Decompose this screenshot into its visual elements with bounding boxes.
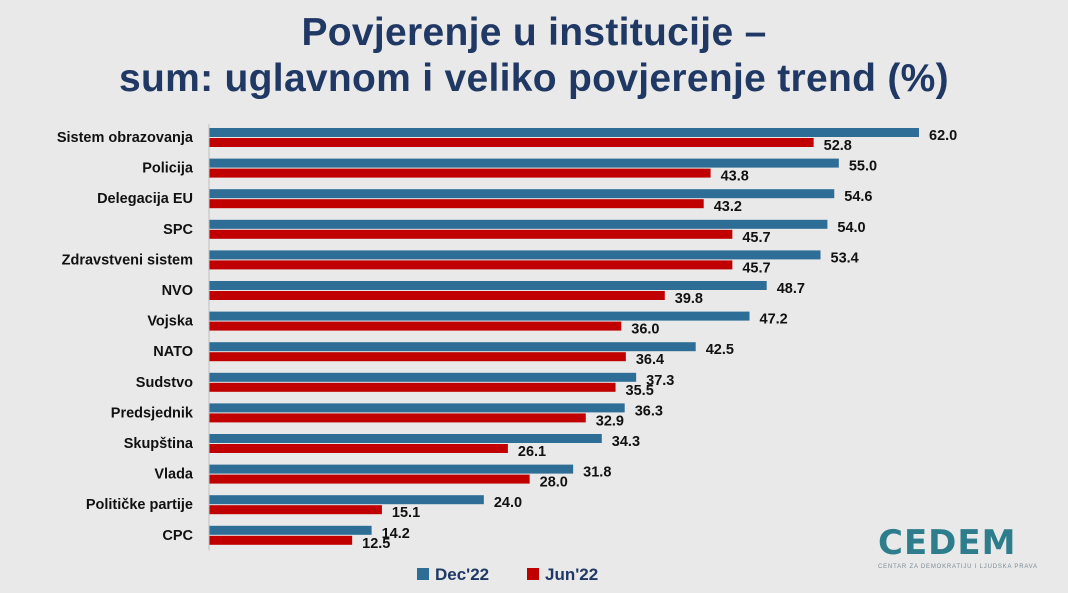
bar-jun22 bbox=[209, 138, 814, 147]
data-label: 47.2 bbox=[760, 312, 788, 328]
title-line-2: sum: uglavnom i veliko povjerenje trend … bbox=[119, 57, 949, 100]
data-label: 37.3 bbox=[646, 373, 674, 389]
data-label: 14.2 bbox=[382, 526, 410, 542]
bar-jun22 bbox=[209, 260, 733, 270]
data-label: 62.0 bbox=[929, 128, 957, 144]
bar-jun22 bbox=[209, 199, 704, 209]
bar-jun22 bbox=[209, 321, 622, 331]
category-label: Vlada bbox=[154, 467, 194, 483]
data-label: 15.1 bbox=[392, 505, 420, 521]
legend-label: Dec'22 bbox=[435, 565, 489, 584]
data-label: 31.8 bbox=[583, 465, 611, 481]
bar-dec22 bbox=[209, 403, 625, 413]
bar-dec22 bbox=[209, 372, 637, 382]
bar-dec22 bbox=[209, 525, 372, 535]
bar-jun22 bbox=[209, 444, 508, 453]
logo-wordmark: CEDEM bbox=[878, 523, 1017, 563]
logo-subtitle: CENTAR ZA DEMOKRATIJU I LJUDSKA PRAVA bbox=[878, 564, 1038, 570]
bar-jun22 bbox=[209, 535, 353, 545]
category-label: SPC bbox=[163, 222, 193, 238]
bar-dec22 bbox=[209, 189, 835, 199]
chart-title: Povjerenje u institucije – sum: uglavnom… bbox=[0, 10, 1068, 102]
cedem-logo: CEDEM CENTAR ZA DEMOKRATIJU I LJUDSKA PR… bbox=[878, 524, 1048, 570]
data-label: 42.5 bbox=[706, 342, 734, 358]
category-label: Političke partije bbox=[86, 497, 193, 513]
data-label: 52.8 bbox=[824, 138, 852, 154]
data-label: 28.0 bbox=[540, 475, 568, 491]
title-line-1: Povjerenje u institucije – bbox=[301, 11, 767, 54]
category-label: Delegacija EU bbox=[97, 191, 193, 207]
bar-jun22 bbox=[209, 168, 711, 178]
category-label: Vojska bbox=[147, 314, 194, 330]
legend-swatch bbox=[527, 568, 539, 580]
bar-dec22 bbox=[209, 342, 696, 352]
bar-dec22 bbox=[209, 158, 839, 168]
bar-dec22 bbox=[209, 311, 750, 321]
category-label: Sudstvo bbox=[136, 375, 193, 391]
bar-dec22 bbox=[209, 250, 821, 260]
bar-dec22 bbox=[209, 219, 828, 229]
data-label: 39.8 bbox=[675, 291, 703, 307]
category-label: CPC bbox=[162, 528, 193, 544]
data-label: 54.6 bbox=[844, 189, 872, 205]
bar-jun22 bbox=[209, 352, 626, 362]
category-label: Zdravstveni sistem bbox=[62, 252, 193, 268]
legend-label: Jun'22 bbox=[545, 565, 598, 584]
data-label: 43.2 bbox=[714, 199, 742, 215]
data-label: 48.7 bbox=[777, 281, 805, 297]
category-label: Sistem obrazovanja bbox=[57, 130, 194, 146]
data-label: 36.0 bbox=[631, 322, 659, 338]
data-label: 35.5 bbox=[626, 383, 654, 399]
bar-jun22 bbox=[209, 291, 665, 300]
data-label: 55.0 bbox=[849, 159, 877, 175]
data-label: 32.9 bbox=[596, 413, 624, 429]
data-label: 12.5 bbox=[362, 536, 390, 552]
legend-swatch bbox=[417, 568, 429, 580]
bar-jun22 bbox=[209, 382, 616, 392]
data-label: 45.7 bbox=[742, 230, 770, 246]
data-label: 54.0 bbox=[837, 220, 865, 236]
bar-dec22 bbox=[209, 495, 484, 505]
data-label: 24.0 bbox=[494, 495, 522, 511]
category-label: Policija bbox=[142, 161, 194, 177]
data-label: 36.4 bbox=[636, 352, 664, 368]
data-label: 34.3 bbox=[612, 434, 640, 450]
bar-dec22 bbox=[209, 434, 602, 443]
category-label: Predsjednik bbox=[111, 405, 194, 421]
data-label: 26.1 bbox=[518, 444, 546, 460]
bar-dec22 bbox=[209, 464, 574, 474]
bar-jun22 bbox=[209, 505, 382, 515]
category-label: Skupština bbox=[124, 436, 194, 452]
bar-dec22 bbox=[209, 281, 767, 290]
data-label: 53.4 bbox=[831, 250, 859, 266]
data-label: 45.7 bbox=[742, 260, 770, 276]
bar-dec22 bbox=[209, 128, 919, 137]
category-label: NATO bbox=[153, 344, 193, 360]
data-label: 43.8 bbox=[721, 169, 749, 185]
category-label: NVO bbox=[162, 283, 193, 299]
data-label: 36.3 bbox=[635, 403, 663, 419]
bar-jun22 bbox=[209, 229, 733, 239]
bar-jun22 bbox=[209, 474, 530, 484]
bar-jun22 bbox=[209, 413, 586, 423]
